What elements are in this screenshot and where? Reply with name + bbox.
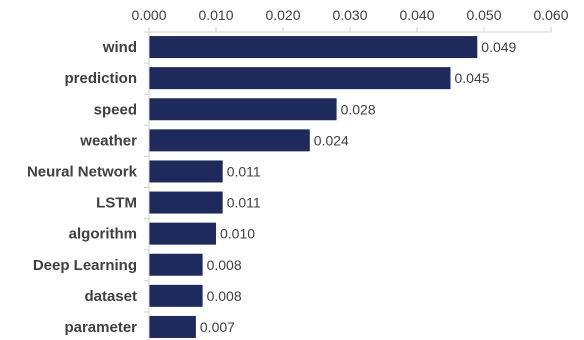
x-tick-label: 0.050	[466, 7, 501, 23]
bar	[149, 67, 451, 90]
category-label: Neural Network	[27, 163, 138, 180]
data-label: 0.045	[455, 70, 490, 86]
category-label: Deep Learning	[33, 257, 137, 274]
category-label: prediction	[64, 70, 137, 87]
y-axis: wind prediction speed weather Neural Network…	[27, 31, 150, 340]
x-tick-label: 0.010	[198, 7, 233, 23]
category-label: algorithm	[69, 226, 137, 243]
category-label: weather	[79, 132, 137, 149]
bar	[149, 222, 216, 245]
category-label: dataset	[84, 288, 137, 305]
bar	[149, 160, 223, 183]
data-label: 0.008	[207, 288, 242, 304]
x-tick-label: 0.060	[533, 7, 568, 23]
bars	[149, 36, 478, 338]
x-tick-label: 0.020	[265, 7, 300, 23]
data-label: 0.011	[227, 195, 261, 211]
category-label: wind	[102, 39, 137, 56]
bar	[149, 284, 203, 307]
x-tick-label: 0.040	[399, 7, 434, 23]
data-label: 0.011	[227, 163, 261, 179]
category-label: speed	[94, 101, 137, 118]
data-label: 0.028	[341, 101, 376, 117]
data-label: 0.007	[200, 319, 235, 335]
bar	[149, 253, 203, 276]
category-label: LSTM	[96, 195, 137, 212]
x-tick-label: 0.030	[332, 7, 367, 23]
bar	[149, 36, 478, 59]
x-axis: 0.000 0.010 0.020 0.030 0.040 0.050 0.060	[131, 7, 569, 33]
bar	[149, 315, 196, 338]
category-label: parameter	[64, 319, 137, 336]
x-tick-label: 0.000	[131, 7, 166, 23]
bar	[149, 98, 337, 121]
data-labels: 0.049 0.045 0.028 0.024 0.011 0.011 0.010 0.008…	[200, 39, 517, 335]
bar	[149, 191, 223, 214]
data-label: 0.024	[314, 132, 349, 148]
data-label: 0.008	[207, 257, 242, 273]
data-label: 0.049	[481, 39, 516, 55]
bar	[149, 129, 310, 152]
data-label: 0.010	[220, 226, 255, 242]
